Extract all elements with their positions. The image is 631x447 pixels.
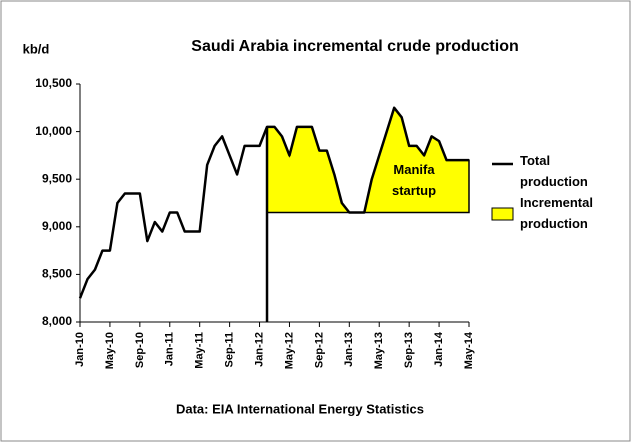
source-note: Data: EIA International Energy Statistic…	[176, 401, 424, 416]
legend-swatch	[491, 207, 514, 221]
x-tick-label: Jan-12	[253, 332, 265, 367]
legend-label: Total production	[520, 153, 588, 189]
x-tick-label: May-11	[194, 332, 206, 369]
x-tick-label: Jan-10	[74, 332, 86, 367]
legend-label: Incremental production	[520, 195, 593, 231]
y-tick-label: 9,500	[42, 171, 72, 185]
x-tick-label: Sep-13	[403, 332, 415, 368]
x-tick-label: Sep-11	[224, 332, 236, 367]
annotation: Manifa startup	[392, 162, 436, 198]
y-axis-label: kb/d	[23, 41, 50, 56]
line	[78, 106, 469, 299]
y-tick-label: 9,000	[42, 219, 72, 233]
y-tick-label: 10,000	[35, 124, 72, 138]
x-tick-label: May-14	[463, 331, 475, 369]
x-tick-label: May-13	[373, 332, 385, 369]
x-tick-label: Sep-10	[134, 332, 146, 368]
y-tick-label: 8,500	[42, 267, 72, 281]
y-tick-label: 8,000	[42, 314, 72, 328]
x-tick-label: May-12	[283, 332, 295, 369]
x-tick-label: Jan-14	[433, 331, 445, 367]
x-tick-label: Jan-13	[343, 332, 355, 367]
chart-title: Saudi Arabia incremental crude productio…	[191, 38, 518, 55]
x-tick-label: Sep-12	[313, 332, 325, 368]
y-tick-label: 10,500	[35, 76, 72, 90]
x-tick-label: May-10	[104, 332, 116, 369]
x-tick-label: Jan-11	[164, 332, 176, 366]
